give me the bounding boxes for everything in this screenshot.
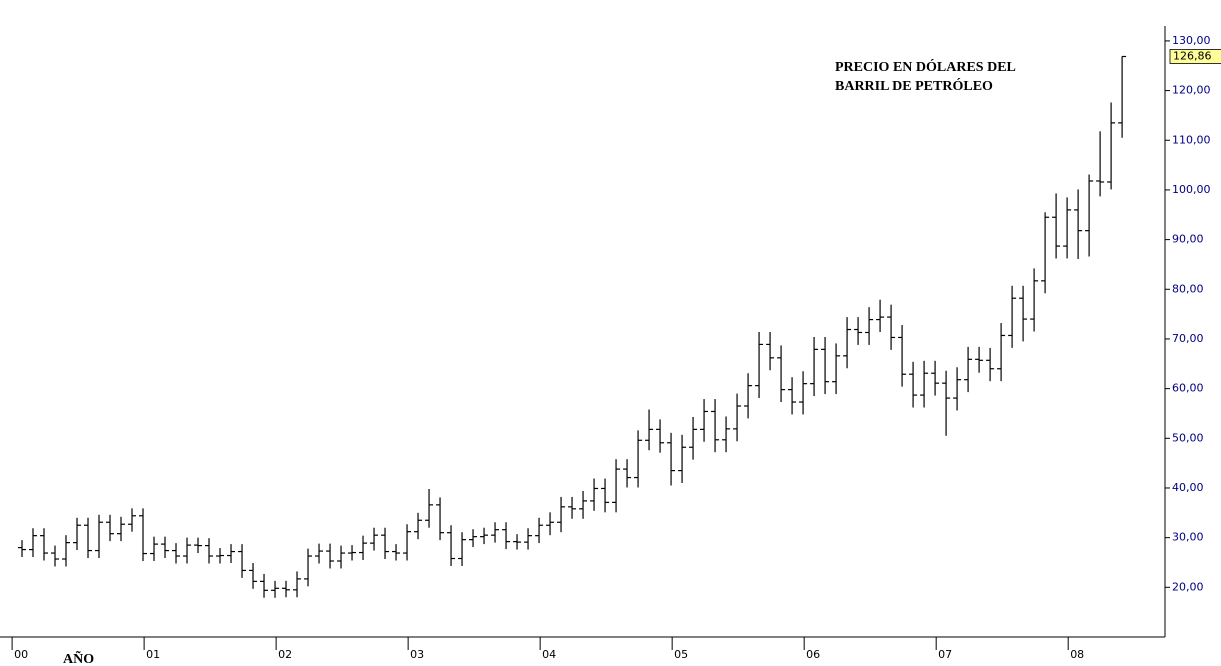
y-tick-label: 70,00: [1172, 332, 1204, 345]
x-tick-label: 04: [542, 648, 556, 661]
last-value-box: [1169, 49, 1221, 64]
x-tick-label: 02: [278, 648, 292, 661]
y-tick-label: 110,00: [1172, 133, 1211, 146]
x-tick-label: 03: [410, 648, 424, 661]
x-tick-label: 08: [1070, 648, 1084, 661]
y-tick-label: 30,00: [1172, 531, 1204, 544]
y-tick-label: 90,00: [1172, 233, 1204, 246]
x-tick-label: 05: [674, 648, 688, 661]
last-value-label: 126,86: [1173, 50, 1212, 63]
y-tick-label: 80,00: [1172, 282, 1204, 295]
y-tick-label: 20,00: [1172, 580, 1204, 593]
y-tick-label: 60,00: [1172, 382, 1204, 395]
x-tick-label: 01: [146, 648, 160, 661]
y-tick-label: 40,00: [1172, 481, 1204, 494]
y-tick-label: 50,00: [1172, 431, 1204, 444]
x-axis-label: AÑO: [63, 649, 94, 666]
chart-title: BARRIL DE PETRÓLEO: [835, 77, 993, 94]
x-tick-label: 07: [938, 648, 952, 661]
x-tick-label: 06: [806, 648, 820, 661]
y-tick-label: 130,00: [1172, 34, 1211, 47]
y-tick-label: 120,00: [1172, 84, 1211, 97]
x-tick-label: 00: [14, 648, 28, 661]
chart-title: PRECIO EN DÓLARES DEL: [835, 58, 1016, 75]
y-tick-label: 100,00: [1172, 183, 1211, 196]
